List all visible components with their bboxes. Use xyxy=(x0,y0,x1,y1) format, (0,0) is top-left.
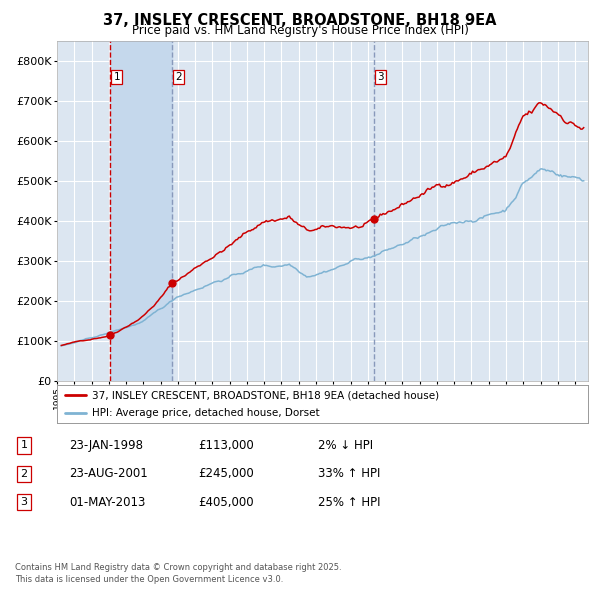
Text: 25% ↑ HPI: 25% ↑ HPI xyxy=(318,496,380,509)
Text: 01-MAY-2013: 01-MAY-2013 xyxy=(69,496,145,509)
Text: 23-JAN-1998: 23-JAN-1998 xyxy=(69,439,143,452)
Text: £113,000: £113,000 xyxy=(198,439,254,452)
Text: 33% ↑ HPI: 33% ↑ HPI xyxy=(318,467,380,480)
Text: Price paid vs. HM Land Registry's House Price Index (HPI): Price paid vs. HM Land Registry's House … xyxy=(131,24,469,37)
Text: 37, INSLEY CRESCENT, BROADSTONE, BH18 9EA: 37, INSLEY CRESCENT, BROADSTONE, BH18 9E… xyxy=(103,13,497,28)
Text: 1: 1 xyxy=(20,441,28,450)
Bar xyxy=(110,41,172,381)
Text: 2: 2 xyxy=(20,469,28,478)
Text: 3: 3 xyxy=(20,497,28,507)
Text: £245,000: £245,000 xyxy=(198,467,254,480)
Text: 3: 3 xyxy=(377,72,383,82)
Text: £405,000: £405,000 xyxy=(198,496,254,509)
Text: 1: 1 xyxy=(113,72,120,82)
Text: 23-AUG-2001: 23-AUG-2001 xyxy=(69,467,148,480)
Text: 2% ↓ HPI: 2% ↓ HPI xyxy=(318,439,373,452)
Text: 2: 2 xyxy=(175,72,182,82)
Text: Contains HM Land Registry data © Crown copyright and database right 2025.
This d: Contains HM Land Registry data © Crown c… xyxy=(15,563,341,584)
Text: 37, INSLEY CRESCENT, BROADSTONE, BH18 9EA (detached house): 37, INSLEY CRESCENT, BROADSTONE, BH18 9E… xyxy=(92,390,439,400)
Text: HPI: Average price, detached house, Dorset: HPI: Average price, detached house, Dors… xyxy=(92,408,319,418)
